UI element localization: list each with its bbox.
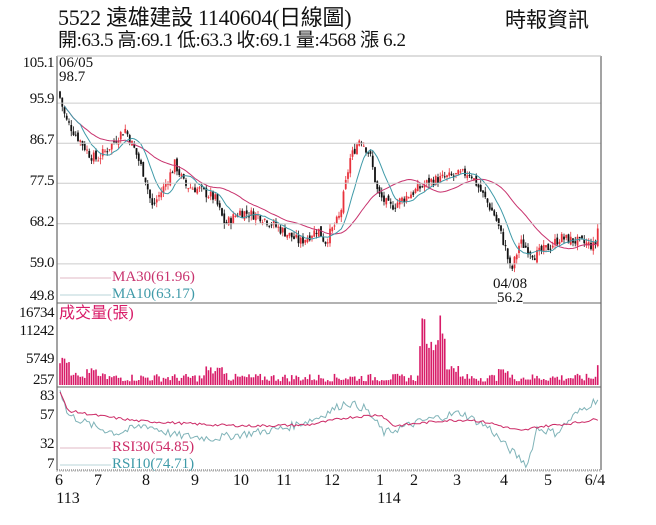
x-tick-month: 11 [276,472,292,489]
x-tick-month: 2 [410,472,418,489]
low-date-annotation: 04/08 [493,276,528,292]
low-value-annotation: 56.2 [497,290,524,306]
data-source: 時報資訊 [505,8,589,32]
legend-ma10: MA10(63.17) [112,286,195,302]
x-tick-month: 8 [142,472,150,489]
price-tick: 86.7 [29,132,55,148]
x-tick-month: 6 [55,472,63,489]
volume-tick: 257 [33,372,55,388]
legend-rsi10: RSI10(74.71) [112,456,195,472]
price-tick: 77.5 [29,173,55,189]
volume-tick: 16734 [19,305,55,321]
high-date-annotation: 06/05 [59,55,94,71]
x-tick-month: 3 [453,472,461,489]
x-tick-month: 6/4 [584,472,606,489]
rsi-tick: 83 [40,388,55,404]
rsi-tick: 32 [40,436,55,452]
price-tick: 49.8 [29,288,55,304]
price-tick: 59.0 [29,255,55,271]
chart-title: 5522 遠雄建設 1140604(日線圖) [58,5,352,30]
price-tick: 68.2 [29,214,55,230]
price-tick: 105.1 [22,55,55,71]
x-tick-month: 7 [94,472,102,489]
legend-ma30: MA30(61.96) [112,269,195,285]
price-tick: 95.9 [29,91,55,107]
x-tick-month: 12 [324,472,340,489]
x-tick-month: 10 [233,472,249,489]
x-tick-year: 114 [377,490,401,507]
x-tick-month: 4 [500,472,508,489]
rsi-tick: 7 [47,456,55,472]
volume-tick: 5749 [26,351,55,367]
legend-rsi30: RSI30(54.85) [112,439,195,455]
x-tick-year: 113 [56,490,80,507]
high-value-annotation: 98.7 [59,69,86,85]
x-tick-month: 1 [376,472,384,489]
x-tick-month: 9 [191,472,199,489]
x-tick-month: 5 [544,472,552,489]
ohlc-summary: 開:63.5 高:69.1 低:63.3 收:69.1 量:4568 漲 6.2 [58,30,406,51]
rsi-tick: 57 [40,407,55,423]
volume-title: 成交量(張) [59,305,134,322]
volume-tick: 11242 [19,323,55,339]
